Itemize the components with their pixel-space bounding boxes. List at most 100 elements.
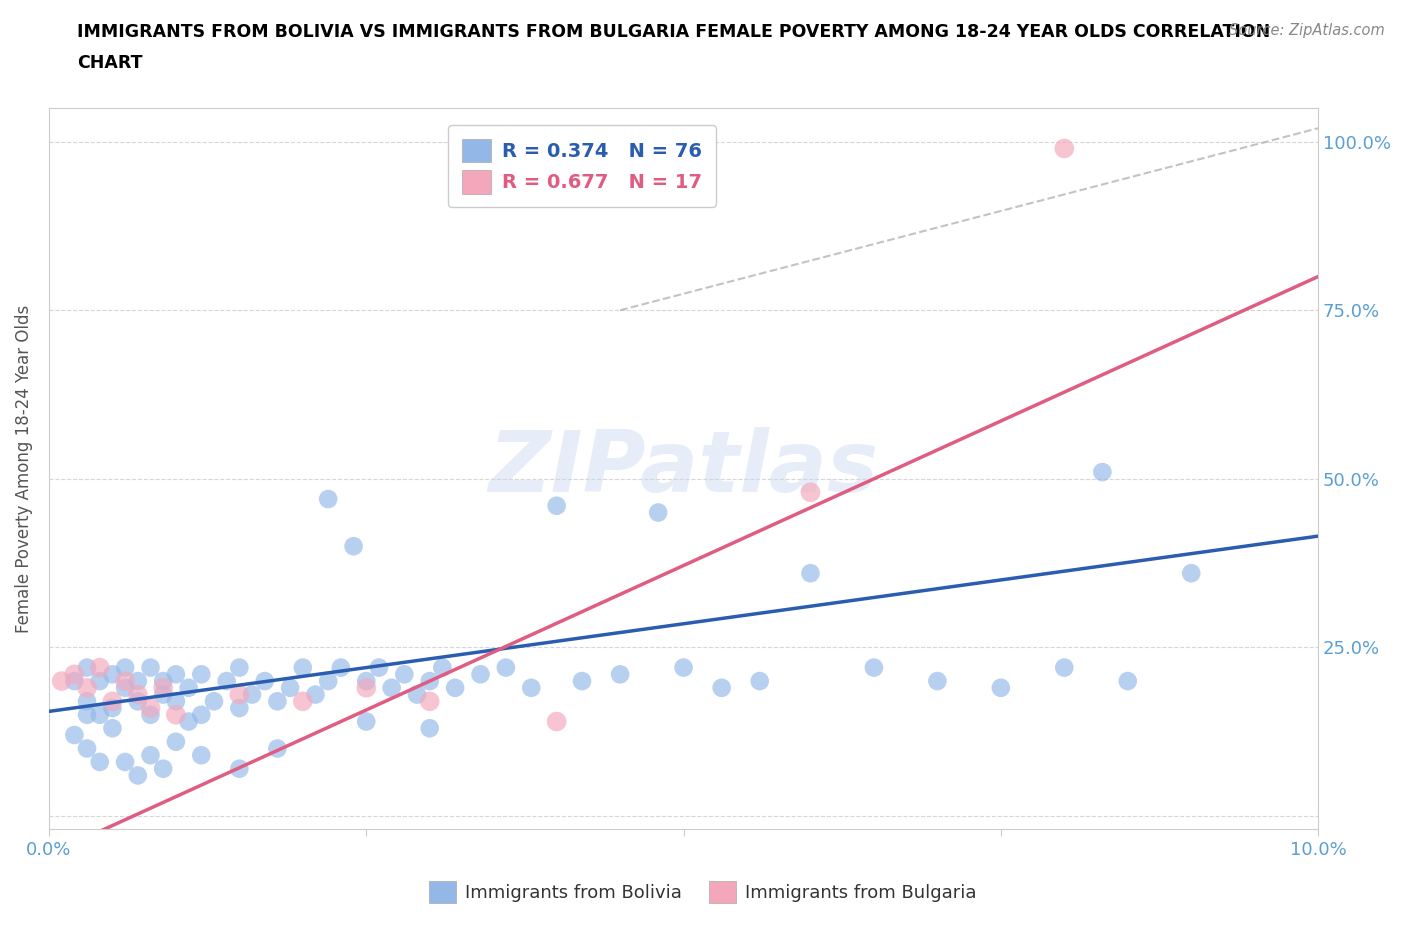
- Point: [76, 741, 98, 756]
- Point: [748, 673, 770, 688]
- Text: CHART: CHART: [77, 54, 143, 72]
- Point: [165, 667, 187, 682]
- Point: [139, 660, 162, 675]
- Point: [89, 708, 111, 723]
- Point: [304, 687, 326, 702]
- Point: [419, 673, 441, 688]
- Point: [710, 681, 733, 696]
- Point: [432, 660, 454, 675]
- Point: [368, 660, 391, 675]
- Point: [165, 708, 187, 723]
- Point: [101, 667, 124, 682]
- Text: Source: ZipAtlas.com: Source: ZipAtlas.com: [1229, 23, 1385, 38]
- Point: [253, 673, 276, 688]
- Point: [190, 708, 212, 723]
- Point: [139, 700, 162, 715]
- Point: [127, 768, 149, 783]
- Text: IMMIGRANTS FROM BOLIVIA VS IMMIGRANTS FROM BULGARIA FEMALE POVERTY AMONG 18-24 Y: IMMIGRANTS FROM BOLIVIA VS IMMIGRANTS FR…: [77, 23, 1271, 41]
- Point: [1116, 673, 1139, 688]
- Point: [139, 748, 162, 763]
- Point: [228, 700, 250, 715]
- Text: ZIPatlas: ZIPatlas: [488, 427, 879, 511]
- Point: [316, 673, 339, 688]
- Point: [152, 681, 174, 696]
- Point: [406, 687, 429, 702]
- Point: [152, 687, 174, 702]
- Point: [76, 694, 98, 709]
- Point: [1053, 660, 1076, 675]
- Point: [101, 694, 124, 709]
- Point: [76, 660, 98, 675]
- Point: [546, 498, 568, 513]
- Point: [228, 762, 250, 777]
- Point: [101, 721, 124, 736]
- Point: [114, 673, 136, 688]
- Point: [381, 681, 404, 696]
- Point: [394, 667, 416, 682]
- Point: [152, 762, 174, 777]
- Point: [89, 660, 111, 675]
- Point: [291, 660, 314, 675]
- Point: [356, 673, 378, 688]
- Point: [152, 673, 174, 688]
- Point: [215, 673, 238, 688]
- Point: [863, 660, 886, 675]
- Point: [165, 694, 187, 709]
- Point: [1091, 465, 1114, 480]
- Point: [202, 694, 225, 709]
- Point: [63, 727, 86, 742]
- Point: [228, 660, 250, 675]
- Point: [356, 714, 378, 729]
- Point: [419, 694, 441, 709]
- Point: [114, 660, 136, 675]
- Point: [1053, 141, 1076, 156]
- Point: [647, 505, 669, 520]
- Point: [799, 565, 821, 580]
- Point: [1180, 565, 1202, 580]
- Point: [342, 538, 364, 553]
- Point: [609, 667, 631, 682]
- Point: [228, 687, 250, 702]
- Point: [177, 681, 200, 696]
- Point: [571, 673, 593, 688]
- Point: [51, 673, 73, 688]
- Point: [329, 660, 352, 675]
- Legend: Immigrants from Bolivia, Immigrants from Bulgaria: Immigrants from Bolivia, Immigrants from…: [422, 873, 984, 910]
- Point: [63, 667, 86, 682]
- Point: [190, 667, 212, 682]
- Point: [127, 694, 149, 709]
- Point: [266, 694, 288, 709]
- Point: [444, 681, 467, 696]
- Point: [89, 754, 111, 769]
- Point: [927, 673, 949, 688]
- Point: [177, 714, 200, 729]
- Y-axis label: Female Poverty Among 18-24 Year Olds: Female Poverty Among 18-24 Year Olds: [15, 304, 32, 632]
- Point: [520, 681, 543, 696]
- Point: [89, 673, 111, 688]
- Point: [419, 721, 441, 736]
- Point: [278, 681, 301, 696]
- Point: [190, 748, 212, 763]
- Point: [470, 667, 492, 682]
- Point: [356, 681, 378, 696]
- Point: [546, 714, 568, 729]
- Point: [127, 673, 149, 688]
- Point: [76, 681, 98, 696]
- Point: [990, 681, 1012, 696]
- Point: [672, 660, 695, 675]
- Point: [165, 735, 187, 750]
- Point: [76, 708, 98, 723]
- Point: [266, 741, 288, 756]
- Point: [139, 708, 162, 723]
- Point: [127, 687, 149, 702]
- Point: [799, 485, 821, 499]
- Legend: R = 0.374   N = 76, R = 0.677   N = 17: R = 0.374 N = 76, R = 0.677 N = 17: [449, 125, 716, 207]
- Point: [101, 700, 124, 715]
- Point: [291, 694, 314, 709]
- Point: [63, 673, 86, 688]
- Point: [240, 687, 263, 702]
- Point: [114, 681, 136, 696]
- Point: [316, 492, 339, 507]
- Point: [495, 660, 517, 675]
- Point: [114, 754, 136, 769]
